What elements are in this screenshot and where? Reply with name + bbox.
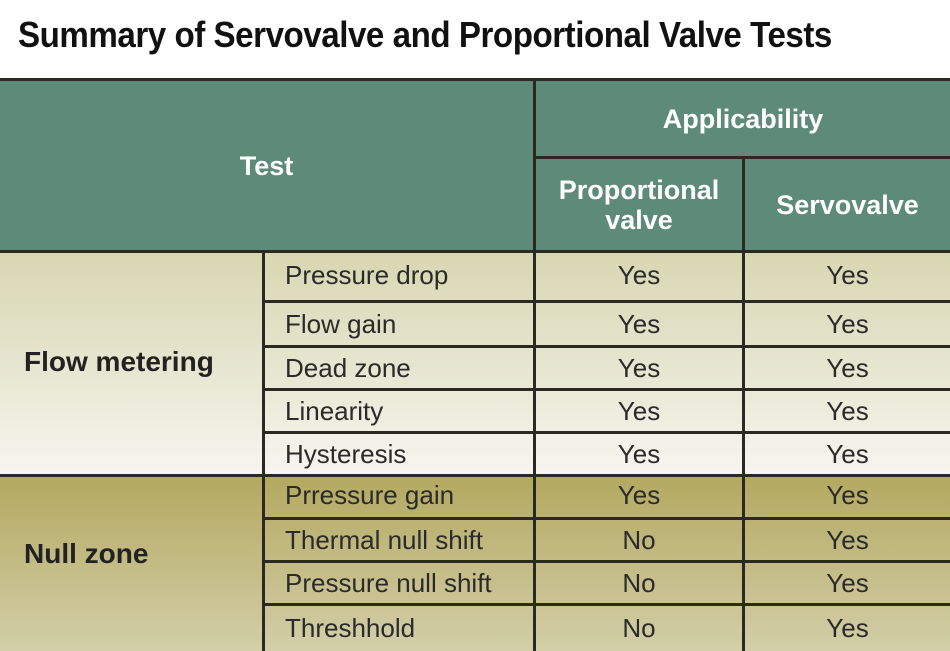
proportional-applicability: Yes	[533, 303, 742, 345]
servovalve-applicability: Yes	[742, 250, 950, 300]
table-row: Threshhold No Yes	[262, 603, 950, 651]
test-name: Flow gain	[262, 303, 533, 345]
table-row: Dead zone Yes Yes	[262, 345, 950, 388]
servovalve-applicability: Yes	[742, 434, 950, 474]
table-row: Thermal null shift No Yes	[262, 517, 950, 560]
proportional-applicability: Yes	[533, 391, 742, 431]
test-name: Dead zone	[262, 348, 533, 388]
group-label-flow-metering: Flow metering	[24, 346, 214, 377]
page-title: Summary of Servovalve and Proportional V…	[18, 14, 832, 55]
proportional-applicability: No	[533, 606, 742, 651]
proportional-applicability: Yes	[533, 434, 742, 474]
servovalve-applicability: Yes	[742, 520, 950, 560]
header-proportional-valve: Proportional valve	[533, 156, 742, 250]
table-row: Hysteresis Yes Yes	[262, 431, 950, 474]
table-row: Pressure drop Yes Yes	[262, 250, 950, 300]
table-row: Prressure gain Yes Yes	[262, 474, 950, 517]
header-test: Test	[0, 78, 533, 250]
test-name: Hysteresis	[262, 434, 533, 474]
test-name: Thermal null shift	[262, 520, 533, 560]
proportional-applicability: Yes	[533, 250, 742, 300]
proportional-applicability: No	[533, 520, 742, 560]
servovalve-applicability: Yes	[742, 348, 950, 388]
group-label-null-zone: Null zone	[24, 538, 149, 569]
test-name: Threshhold	[262, 606, 533, 651]
servovalve-applicability: Yes	[742, 606, 950, 651]
servovalve-applicability: Yes	[742, 563, 950, 603]
header-applicability: Applicability	[533, 78, 950, 156]
servovalve-applicability: Yes	[742, 303, 950, 345]
servovalve-applicability: Yes	[742, 474, 950, 517]
header-servovalve: Servovalve	[742, 156, 950, 250]
proportional-applicability: Yes	[533, 348, 742, 388]
proportional-applicability: Yes	[533, 474, 742, 517]
servovalve-applicability: Yes	[742, 391, 950, 431]
test-name: Pressure drop	[262, 250, 533, 300]
proportional-applicability: No	[533, 563, 742, 603]
table-row: Linearity Yes Yes	[262, 388, 950, 431]
table-row: Flow gain Yes Yes	[262, 300, 950, 345]
test-name: Prressure gain	[262, 474, 533, 517]
test-name: Pressure null shift	[262, 563, 533, 603]
flow-group-background	[0, 250, 950, 474]
table-row: Pressure null shift No Yes	[262, 560, 950, 603]
test-name: Linearity	[262, 391, 533, 431]
